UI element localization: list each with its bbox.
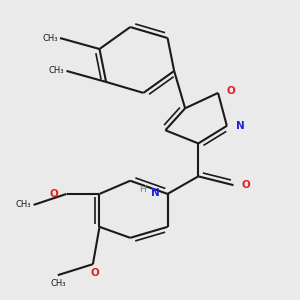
Text: CH₃: CH₃ bbox=[42, 34, 58, 43]
Text: CH₃: CH₃ bbox=[49, 67, 64, 76]
Text: O: O bbox=[49, 189, 58, 199]
Text: CH₃: CH₃ bbox=[16, 200, 32, 209]
Text: CH₃: CH₃ bbox=[50, 279, 65, 288]
Text: O: O bbox=[227, 86, 236, 96]
Text: N: N bbox=[151, 188, 160, 198]
Text: N: N bbox=[236, 121, 244, 131]
Text: O: O bbox=[241, 180, 250, 190]
Text: O: O bbox=[91, 268, 100, 278]
Text: H: H bbox=[139, 185, 146, 194]
